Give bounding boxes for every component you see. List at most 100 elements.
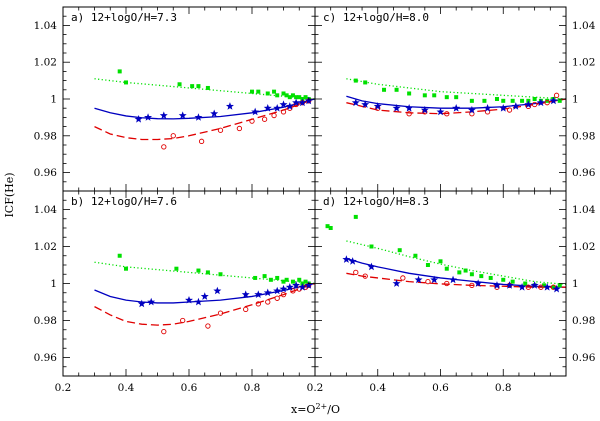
panel-d-blue-star	[505, 281, 514, 289]
panel-b-red-circle	[265, 299, 271, 305]
panel-c-blue-star	[499, 104, 508, 112]
panel-a-green-point	[297, 95, 302, 100]
x-tick-label: 0.6	[181, 382, 198, 394]
panel-a-blue-star	[298, 98, 307, 107]
panel-c-green-point	[557, 98, 562, 103]
panel-c-green-point	[494, 97, 499, 101]
panel-c-green-point	[353, 78, 358, 83]
panel-b-blue-star	[304, 281, 313, 289]
panel-a-blue-star	[285, 102, 294, 110]
panel-d-green-point	[457, 270, 462, 275]
panel-b-green-point	[297, 277, 302, 282]
panel-d-ticks	[314, 190, 567, 377]
panel-d-green-point	[444, 266, 449, 271]
panel-b-red-curve	[94, 282, 315, 326]
panel-a-red-curve	[94, 98, 315, 141]
panel-c-plot-area	[346, 78, 566, 117]
panel-a-blue-star	[263, 104, 272, 112]
panel-d-green-point	[425, 263, 430, 267]
panel-c-red-circle	[406, 111, 412, 117]
panel-a-green-point	[256, 89, 261, 94]
panel-d: d) 12+logO/H=8.3	[314, 190, 567, 377]
panel-a-green-point	[294, 95, 299, 100]
y-tick-label: 1.04	[572, 20, 596, 32]
axis-labels-layer: 0.96 0.98 1 1.02 1.04 0.96 0.98 1 1.02 1.04 0.96 0.…	[34, 20, 596, 394]
panel-b-frame	[62, 190, 316, 377]
panel-a-red-circle	[236, 125, 243, 132]
y-tick-label: 1	[50, 278, 57, 290]
panel-a-red-circle	[280, 109, 287, 115]
panel-a-red-circle	[170, 133, 176, 139]
panel-b-blue-star	[213, 286, 222, 295]
panel-b-blue-star	[292, 281, 301, 289]
panel-b-red-circle	[180, 317, 186, 324]
panel-a-ticks	[62, 6, 316, 192]
panel-a-green-point	[250, 89, 254, 94]
y-tick-label: 0.96	[572, 352, 596, 364]
panel-d-green-point	[369, 244, 374, 249]
panel-a-blue-star	[279, 100, 288, 108]
panel-b-red-circle	[205, 323, 211, 329]
panel-b-blue-star	[298, 283, 307, 291]
panel-c-blue-star	[351, 98, 360, 107]
panel-d-blue-star	[518, 283, 527, 291]
panel-d-green-curve	[346, 240, 566, 286]
panel-a-blue-star	[210, 109, 219, 118]
panel-c-label: c) 12+logO/H=8.0	[323, 11, 429, 24]
panel-b-blue-star	[254, 290, 263, 298]
panel-d-blue-star	[449, 275, 458, 284]
panel-c-blue-star	[361, 100, 370, 108]
panel-d-green-point	[397, 248, 402, 253]
panel-b-blue-star	[200, 292, 209, 300]
panel-b-blue-star	[194, 297, 203, 306]
x-axis-title: x=O2+/O	[291, 402, 340, 417]
panel-a-blue-star	[292, 98, 301, 107]
x-tick-label: 0.8	[495, 382, 512, 394]
panel-a-green-point	[303, 95, 308, 100]
panel-a-plot-area	[94, 69, 315, 150]
panel-c-blue-star	[373, 102, 382, 110]
panel-d-green-point	[469, 272, 474, 277]
panel-c-green-point	[363, 80, 368, 85]
panel-c-green-point	[394, 87, 399, 92]
panels-layer: a) 12+logO/H=7.3 c) 12+logO/H=8.0 b) 12+lo…	[62, 6, 567, 377]
panel-d-blue-star	[392, 279, 401, 287]
panel-a-red-circle	[271, 112, 277, 119]
x-tick-label: 0.4	[118, 382, 135, 394]
panel-d-blue-star	[552, 284, 561, 293]
panel-a-green-point	[287, 95, 292, 100]
panel-d-red-circle	[400, 275, 406, 281]
panel-a-red-circle	[198, 138, 205, 144]
panel-c-green-point	[501, 98, 506, 103]
panel-b-blue-star	[147, 297, 156, 306]
panel-b-green-point	[268, 277, 273, 282]
panel-c-red-circle	[553, 92, 560, 98]
y-tick-label: 0.98	[34, 130, 57, 142]
panel-c-green-point	[520, 98, 525, 103]
panel-a-green-point	[190, 84, 195, 89]
panel-d-red-circle	[525, 284, 531, 290]
panel-a-blue-star	[134, 115, 143, 123]
panel-b-red-circle	[243, 306, 249, 313]
panel-d-green-point	[463, 268, 468, 273]
panel-c-green-curve	[346, 78, 566, 100]
panel-c-red-circle	[531, 101, 538, 108]
panel-c-red-circle	[444, 111, 450, 117]
panel-d-blue-curve	[346, 257, 566, 288]
panel-a-red-circle	[161, 144, 167, 150]
panel-c-blue-star	[524, 100, 533, 108]
panel-b-label: b) 12+logO/H=7.6	[71, 195, 177, 208]
panel-d-green-point	[551, 285, 556, 290]
panel-b-red-circle	[161, 328, 167, 335]
panel-d-red-circle	[550, 284, 557, 290]
y-tick-label: 0.98	[572, 130, 595, 142]
panel-c-ticks	[314, 6, 567, 192]
panel-b-green-point	[205, 270, 210, 275]
panel-a-green-point	[290, 93, 295, 98]
panel-a-green-point	[124, 80, 128, 85]
panel-c-green-point	[469, 98, 474, 103]
y-tick-label: 1.02	[572, 241, 595, 253]
panel-d-green-point	[325, 224, 330, 229]
panel-a-green-point	[177, 82, 182, 87]
panel-b-blue-star	[137, 299, 146, 308]
